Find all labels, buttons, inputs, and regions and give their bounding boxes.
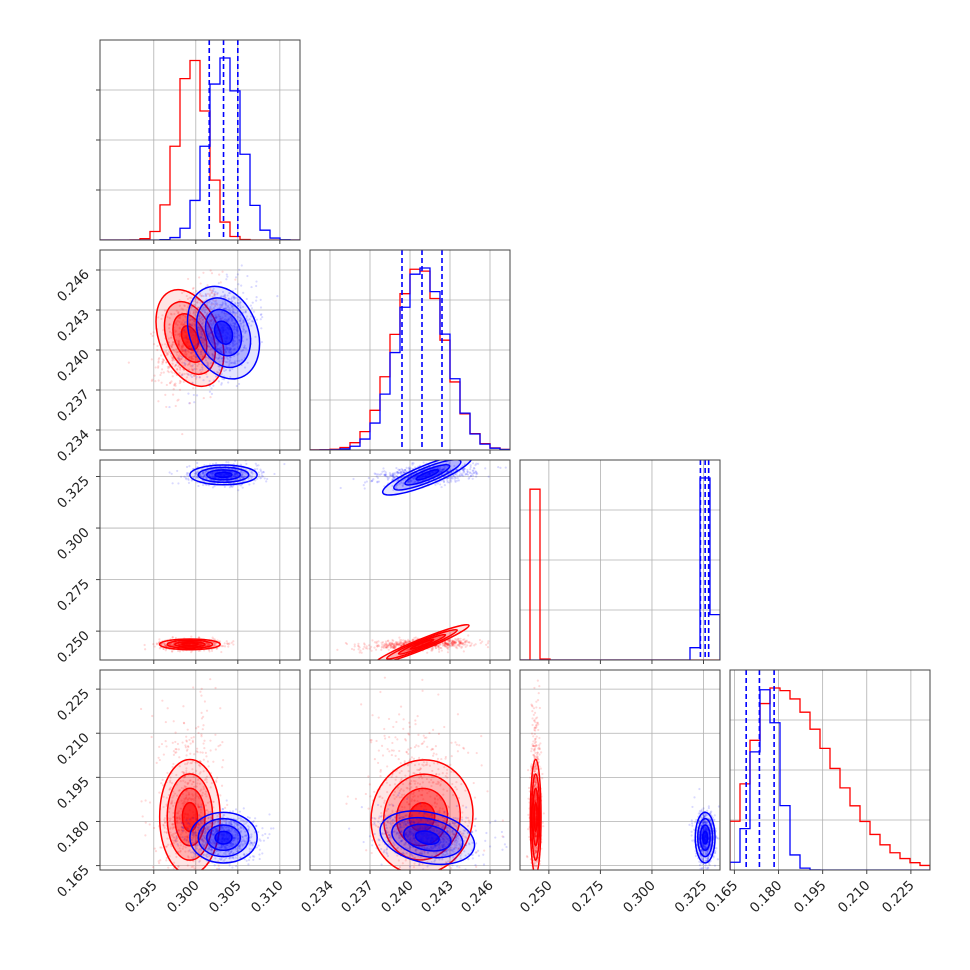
panel-content [345, 676, 508, 870]
x-tick-label: 0.165 [703, 878, 742, 917]
histogram-blue [730, 689, 930, 870]
x-tick-label: 0.240 [378, 878, 417, 917]
x-tick-label: 0.225 [879, 878, 918, 917]
y-tick-label: 0.300 [54, 525, 93, 564]
y-tick-label: 0.325 [54, 473, 93, 512]
x-tick-label: 0.300 [620, 878, 659, 917]
histogram-blue [520, 477, 720, 660]
y-tick-label: 0.195 [54, 774, 93, 813]
x-tick-label: 0.275 [569, 878, 608, 917]
scatter-panel-3-0 [96, 669, 301, 874]
panel-content [127, 264, 279, 436]
x-tick-label: 0.300 [164, 878, 203, 917]
contours-red [158, 758, 221, 870]
x-tick-label: 0.246 [458, 878, 497, 917]
grid [520, 670, 720, 870]
panel-frame [519, 669, 721, 871]
grid [100, 670, 300, 870]
histogram-panel-0 [96, 39, 301, 244]
panel-content [143, 460, 286, 654]
grid [310, 460, 510, 660]
x-tick-label: 0.295 [122, 878, 161, 917]
panel-content [336, 460, 507, 660]
contours-red [529, 758, 542, 870]
histogram-panel-1 [309, 249, 511, 454]
x-tick-label: 0.195 [791, 878, 830, 917]
x-tick-label: 0.305 [206, 878, 245, 917]
panel-content [520, 460, 720, 660]
x-tick-label: 0.180 [747, 878, 786, 917]
contours-red [158, 638, 221, 651]
contours-red [370, 759, 474, 870]
panel-content [310, 250, 510, 450]
y-tick-label: 0.237 [54, 387, 93, 426]
histogram-panel-2 [519, 459, 721, 664]
panel-content [730, 670, 930, 870]
contours-red [374, 623, 470, 660]
y-tick-label: 0.210 [54, 730, 93, 769]
panel-frame [99, 459, 301, 661]
histogram-red [520, 488, 720, 660]
grid [100, 460, 300, 660]
histogram-panel-3 [729, 669, 931, 874]
contours-blue [186, 285, 261, 380]
contours-blue [189, 464, 258, 486]
y-tick-label: 0.165 [54, 862, 93, 901]
panel-frame [729, 669, 931, 871]
y-tick-label: 0.243 [54, 307, 93, 346]
y-tick-label: 0.275 [54, 576, 93, 615]
grid [520, 460, 720, 660]
x-tick-label: 0.210 [835, 878, 874, 917]
x-tick-label: 0.237 [338, 878, 377, 917]
scatter-panel-2-1 [309, 459, 511, 664]
scatter-panel-3-2 [519, 669, 721, 874]
y-tick-label: 0.180 [54, 818, 93, 857]
contours-blue [694, 811, 716, 864]
x-tick-label: 0.310 [248, 878, 287, 917]
x-tick-label: 0.325 [672, 878, 711, 917]
scatter-panel-2-0 [96, 459, 301, 664]
scatter-panel-3-1 [309, 669, 511, 874]
x-tick-label: 0.250 [517, 878, 556, 917]
x-tick-label: 0.234 [298, 878, 337, 917]
grid [730, 670, 930, 870]
contours-blue [379, 810, 476, 866]
scatter-panel-1-0 [96, 249, 301, 454]
x-tick-label: 0.243 [418, 878, 457, 917]
histogram-blue [310, 267, 510, 450]
y-tick-label: 0.246 [54, 267, 93, 306]
panel-frame [99, 669, 301, 871]
y-tick-label: 0.234 [54, 427, 93, 466]
contours-blue [189, 811, 258, 864]
y-tick-label: 0.225 [54, 686, 93, 725]
y-tick-label: 0.250 [54, 628, 93, 667]
panel-frame [519, 459, 721, 661]
contours-blue [381, 460, 473, 496]
panel-content [139, 678, 275, 870]
y-tick-label: 0.240 [54, 347, 93, 386]
panel-content [525, 679, 720, 870]
